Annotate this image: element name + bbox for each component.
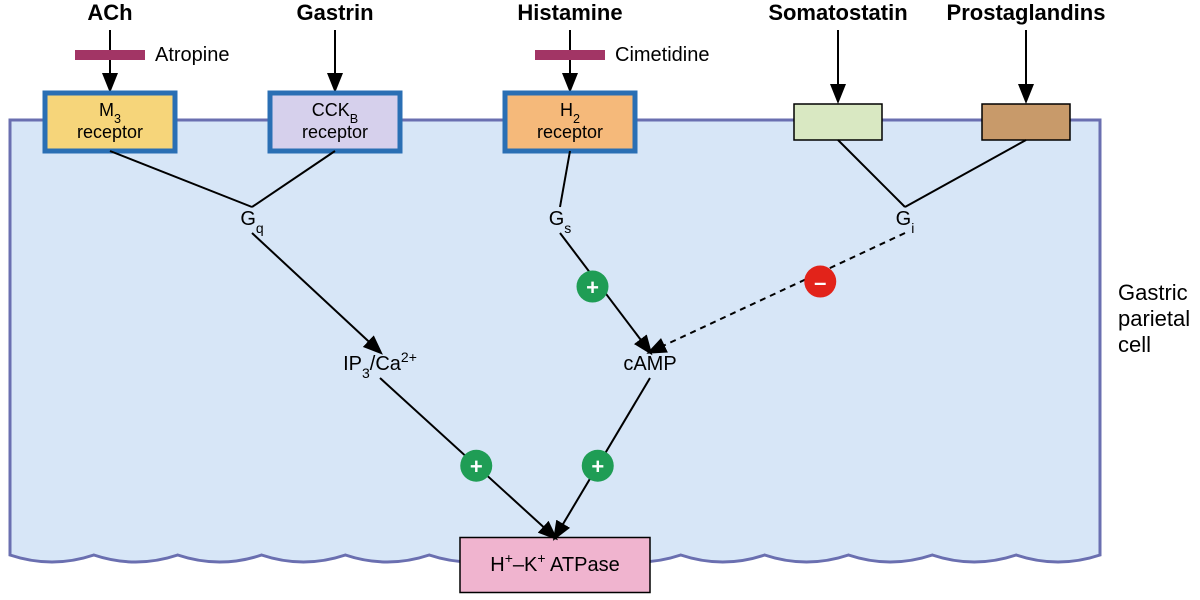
receptor-sst [794,104,882,140]
hk-atpase: H+–K+ ATPase [460,538,650,593]
svg-text:receptor: receptor [302,122,368,142]
messenger-label-camp: cAMP [623,353,676,375]
ligand-label-histamine: Histamine [517,0,622,25]
sign-camp-pump: + [582,450,614,482]
svg-text:+: + [591,454,604,479]
sign-gs-camp: + [577,271,609,303]
svg-text:–: – [814,270,826,295]
receptor-cckb: CCKBreceptor [270,93,400,151]
receptor-pg [982,104,1070,140]
drug-label-atropine: Atropine [155,44,230,66]
ligand-label-ach: ACh [87,0,132,25]
ligand-histamine: Histamine [517,0,622,89]
ligand-prostaglandins: Prostaglandins [947,0,1106,100]
ligand-label-somatostatin: Somatostatin [768,0,907,25]
drug-cimetidine: Cimetidine [535,44,709,66]
drug-bar-cimetidine [535,50,605,60]
ligand-label-gastrin: Gastrin [296,0,373,25]
ligand-gastrin: Gastrin [296,0,373,89]
ligand-label-prostaglandins: Prostaglandins [947,0,1106,25]
messenger-camp: cAMP [623,353,676,375]
svg-text:receptor: receptor [77,122,143,142]
ligand-somatostatin: Somatostatin [768,0,907,100]
drug-label-cimetidine: Cimetidine [615,44,709,66]
svg-text:receptor: receptor [537,122,603,142]
cell-label: Gastric [1118,280,1188,305]
receptor-h2: H2receptor [505,93,635,151]
drug-atropine: Atropine [75,44,230,66]
sign-gi-camp: – [804,266,836,298]
ligand-ach: ACh [87,0,132,89]
drug-bar-atropine [75,50,145,60]
parietal-cell: Gastricparietalcell [10,120,1190,562]
receptor-m3: M3receptor [45,93,175,151]
cell-label: cell [1118,332,1151,357]
cell-label: parietal [1118,306,1190,331]
svg-text:+: + [470,454,483,479]
sign-ip3ca-pump: + [460,450,492,482]
svg-text:+: + [586,275,599,300]
